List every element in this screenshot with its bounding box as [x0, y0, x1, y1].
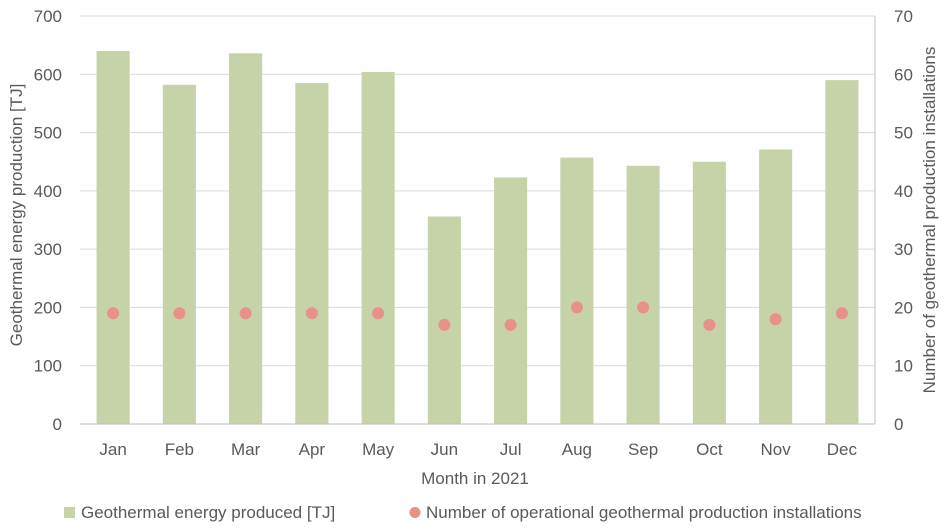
x-tick-label: Jan: [99, 440, 126, 459]
y2-axis-title: Number of geothermal production installa…: [920, 47, 939, 394]
scatter-point: [107, 307, 120, 320]
scatter-point: [305, 307, 318, 320]
y2-tick-label: 30: [894, 240, 913, 259]
x-tick-label: Sep: [628, 440, 658, 459]
legend-label-dot: Number of operational geothermal product…: [426, 503, 862, 522]
x-tick-label: Jul: [500, 440, 522, 459]
legend-label-bar: Geothermal energy produced [TJ]: [81, 503, 335, 522]
bar: [560, 157, 594, 425]
bar: [229, 53, 263, 424]
y2-tick-label: 70: [894, 7, 913, 26]
gridlines: [80, 15, 875, 367]
bar: [295, 83, 329, 425]
bar: [96, 50, 130, 424]
y-tick-label: 400: [34, 182, 62, 201]
y-tick-label: 500: [34, 124, 62, 143]
y2-tick-label: 10: [894, 357, 913, 376]
x-tick-label: Apr: [299, 440, 326, 459]
x-tick-label: Aug: [562, 440, 592, 459]
x-tick-label: Feb: [165, 440, 194, 459]
y-tick-label: 0: [53, 415, 62, 434]
y-tick-label: 300: [34, 240, 62, 259]
legend-swatch-dot: [409, 507, 421, 518]
legend-swatch-bar: [64, 507, 75, 518]
y2-tick-label: 20: [894, 298, 913, 317]
y2-tick-label: 50: [894, 124, 913, 143]
legend: Geothermal energy produced [TJ] Number o…: [64, 503, 862, 522]
scatter-series: [107, 301, 848, 331]
y-tick-label: 100: [34, 357, 62, 376]
y-tick-label: 600: [34, 65, 62, 84]
scatter-point: [239, 307, 252, 320]
axes: 0 100 200 300 400 500 600 700 0 10 20 30 40 50 60 70 Jan…: [34, 7, 913, 459]
bar: [494, 177, 528, 424]
bar: [692, 161, 726, 424]
scatter-point: [372, 307, 385, 320]
bar: [162, 84, 196, 424]
bar: [361, 71, 395, 424]
bar: [825, 80, 859, 424]
bar: [626, 165, 660, 424]
y2-tick-label: 40: [894, 182, 913, 201]
scatter-point: [504, 318, 517, 331]
x-tick-label: Dec: [827, 440, 858, 459]
x-tick-label: May: [362, 440, 395, 459]
y-tick-label: 700: [34, 7, 62, 26]
x-tick-label: Oct: [696, 440, 723, 459]
scatter-point: [438, 318, 451, 331]
scatter-point: [570, 301, 583, 314]
scatter-point: [835, 307, 848, 320]
x-tick-label: Nov: [761, 440, 792, 459]
y2-tick-label: 0: [894, 415, 903, 434]
y-axis-title: Geothermal energy production [TJ]: [7, 84, 26, 347]
bar-series: [96, 50, 859, 425]
x-tick-label: Mar: [231, 440, 261, 459]
scatter-point: [769, 313, 782, 326]
scatter-point: [173, 307, 186, 320]
y2-tick-label: 60: [894, 65, 913, 84]
y-tick-label: 200: [34, 298, 62, 317]
x-tick-label: Jun: [431, 440, 458, 459]
bar: [759, 149, 793, 424]
x-axis-title: Month in 2021: [421, 469, 529, 488]
scatter-point: [703, 318, 716, 331]
scatter-point: [637, 301, 650, 314]
